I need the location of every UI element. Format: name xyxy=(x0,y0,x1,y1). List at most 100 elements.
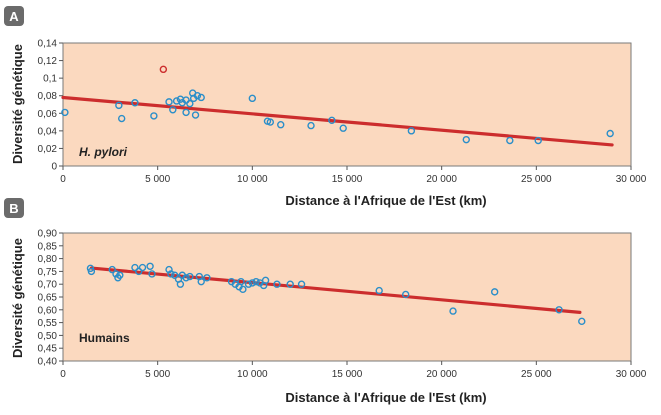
panel-b-x-tick-label-1: 5 000 xyxy=(145,369,170,380)
panel-a-data-point-25 xyxy=(339,124,347,132)
panel-a-x-tick-label-3: 15 000 xyxy=(332,174,363,185)
panel-a-data-point-28 xyxy=(506,136,514,145)
panel-a-data-point-0 xyxy=(61,108,69,117)
panel-b-y-axis-title: Diversité génétique xyxy=(10,238,25,358)
panel-a-data-point-19 xyxy=(248,94,257,103)
panel-a-y-tick-label-0: 0 xyxy=(51,162,57,173)
panel-b-y-tick-label-8: 0,80 xyxy=(38,254,58,265)
panel-a-data-point-12 xyxy=(182,108,190,117)
panel-b-data-point-6 xyxy=(131,263,139,272)
panel-b-series-label: Humains xyxy=(79,331,130,345)
panel-b-data-point-21 xyxy=(203,274,211,282)
panel-b-x-tick-label-4: 20 000 xyxy=(426,369,457,380)
panel-a-series-label: H. pylori xyxy=(79,145,128,159)
panel-b-data-point-7 xyxy=(135,267,143,276)
panel-b-data-point-17 xyxy=(182,274,190,282)
panel-a-x-tick-label-2: 10 000 xyxy=(237,174,268,185)
panel-a-axes: 0 0,02 0,04 0,06 0,08 0,1 0,12 0,14 0 5 000 10 000… xyxy=(38,39,647,186)
panel-a-data-point-4 xyxy=(150,112,158,120)
panel-b-points xyxy=(86,262,586,326)
panel-a-data-point-24 xyxy=(328,116,336,125)
panel-b-data-point-29 xyxy=(252,277,260,286)
panel-b-y-tick-label-4: 0,60 xyxy=(38,305,58,316)
panel-b-y-tick-label-3: 0,55 xyxy=(38,318,58,329)
panel-b-data-point-12 xyxy=(167,270,175,278)
panel-a-data-point-29 xyxy=(534,136,542,145)
panel-b-y-tick-label-0: 0,40 xyxy=(38,357,58,368)
panel-b-y-tick-label-2: 0,50 xyxy=(38,331,58,342)
panel-b-axes: 0,40 0,45 0,50 0,55 0,600,65 0,70 0,75 0,80 0,85… xyxy=(38,229,647,381)
panel-a-data-point-1 xyxy=(115,101,123,110)
panel-a-data-point-2 xyxy=(117,114,126,123)
panel-a-data-point-6 xyxy=(165,98,173,106)
panel-b-y-tick-label-7: 0,75 xyxy=(38,267,58,278)
panel-b-y-tick-label-9: 0,85 xyxy=(38,241,58,252)
panel-a-badge xyxy=(4,6,24,26)
panel-a-data-point-23 xyxy=(307,121,315,130)
panel-b-data-point-28 xyxy=(248,279,257,287)
panel-a-data-point-22 xyxy=(277,121,285,129)
panel-b-data-point-8 xyxy=(138,263,147,272)
panel-a-y-tick-label-4: 0,08 xyxy=(38,91,58,102)
panel-b-badge xyxy=(4,198,24,218)
panel-b-y-tick-label-5: 0,65 xyxy=(38,293,58,304)
panel-b-data-point-10 xyxy=(148,270,156,278)
panel-b-x-tick-label-6: 30 000 xyxy=(616,369,647,380)
panel-a-points xyxy=(61,65,614,145)
panel-b-data-point-33 xyxy=(273,280,281,288)
panel-a-y-tick-label-7: 0,14 xyxy=(38,39,58,50)
panel-a-trend-line xyxy=(61,95,614,147)
panel-b-data-point-32 xyxy=(261,276,270,285)
panel-b-data-point-36 xyxy=(375,286,383,295)
panel-b-data-point-27 xyxy=(244,280,253,288)
panel-b-data-point-35 xyxy=(297,280,306,288)
panel-a: A 0 0,02 0,04 0,06 0,08 0,1 0,12 0,14 0 5 000 10 0… xyxy=(4,6,647,208)
panel-b-data-point-11 xyxy=(165,265,173,274)
panel-a-data-point-18 xyxy=(197,93,205,102)
panel-a-data-point-26 xyxy=(407,127,416,135)
panel-b-x-tick-label-0: 0 xyxy=(60,369,66,380)
panel-a-data-point-21 xyxy=(266,118,275,126)
panel-a-data-point-16 xyxy=(191,111,200,119)
panel-b-data-point-34 xyxy=(286,280,294,288)
panel-b-x-tick-label-5: 25 000 xyxy=(521,369,552,380)
panel-a-x-tick-label-5: 25 000 xyxy=(521,174,552,185)
panel-b-plot-area xyxy=(62,232,632,362)
panel-a-data-point-30 xyxy=(606,129,614,138)
panel-b-trend-line xyxy=(89,266,582,314)
panel-a-letter: A xyxy=(9,9,19,24)
panel-b-data-point-5 xyxy=(116,271,124,279)
panel-a-y-tick-label-5: 0,1 xyxy=(43,74,57,85)
panel-a-x-tick-label-1: 5 000 xyxy=(145,174,170,185)
panel-a-x-tick-label-0: 0 xyxy=(60,174,66,185)
panel-b-data-point-39 xyxy=(490,288,499,296)
panel-b-data-point-15 xyxy=(176,280,185,288)
panel-b-x-axis-title: Distance à l'Afrique de l'Est (km) xyxy=(285,390,486,405)
panel-b-data-point-26 xyxy=(239,285,247,294)
panel-a-data-point-13 xyxy=(186,99,194,108)
panel-a-y-tick-label-2: 0,04 xyxy=(38,126,58,137)
panel-a-y-tick-label-6: 0,12 xyxy=(38,56,58,67)
panel-b-y-tick-label-1: 0,45 xyxy=(38,344,58,355)
panel-a-y-axis-title: Diversité génétique xyxy=(10,44,25,164)
panel-b-data-point-18 xyxy=(186,272,194,281)
panel-b-y-tick-label-10: 0,90 xyxy=(38,229,58,240)
panel-a-outlier-point xyxy=(159,65,168,74)
panel-b-data-point-20 xyxy=(197,277,205,286)
panel-b-data-point-1 xyxy=(87,267,96,276)
panel-a-data-point-7 xyxy=(169,106,177,114)
panel-b-data-point-13 xyxy=(171,271,179,279)
panel-a-x-axis-title: Distance à l'Afrique de l'Est (km) xyxy=(285,193,486,208)
panel-b-data-point-25 xyxy=(237,277,245,286)
panel-b-data-point-37 xyxy=(401,290,410,299)
panel-a-x-tick-label-6: 30 000 xyxy=(616,174,647,185)
panel-b-x-tick-label-2: 10 000 xyxy=(237,369,268,380)
panel-b-data-point-2 xyxy=(108,265,116,274)
panel-b-data-point-40 xyxy=(555,306,563,314)
panel-b-y-tick-label-6: 0,70 xyxy=(38,280,58,291)
panel-b-x-tick-label-3: 15 000 xyxy=(332,369,363,380)
panel-a-y-tick-label-1: 0,02 xyxy=(38,144,58,155)
panel-b-data-point-9 xyxy=(146,262,154,270)
panel-b: B 0,400,450,500,550,600,650,700,750,800,… xyxy=(4,198,647,405)
panel-b-data-point-3 xyxy=(112,270,120,278)
